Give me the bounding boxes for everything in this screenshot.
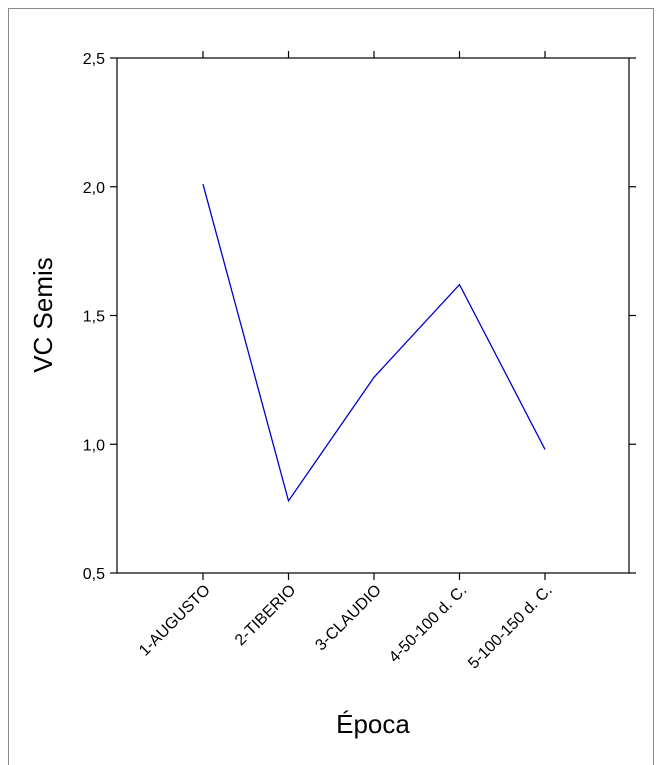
x-tick-label: 3-CLAUDIO (312, 582, 384, 654)
plot-area (116, 57, 630, 574)
y-axis: 0,5 1,0 1,5 2,0 2,5 (83, 51, 636, 583)
series-group (202, 184, 546, 503)
x-tick-label: 1-AUGUSTO (136, 582, 214, 660)
y-tick-label: 0,5 (83, 566, 105, 583)
x-tick-label: 2-TIBERIO (232, 582, 299, 649)
x-axis-title: Época (336, 709, 410, 739)
y-tick-label: 1,0 (83, 437, 105, 454)
y-tick-label: 1,5 (83, 309, 105, 326)
x-tick-label: 5-100-150 d. C. (465, 582, 556, 673)
x-tick-label: 4-50-100 d. C. (386, 582, 470, 666)
y-tick-label: 2,5 (83, 51, 105, 68)
y-axis-title: VC Semis (28, 257, 58, 373)
series-line (202, 184, 546, 503)
y-tick-label: 2,0 (83, 180, 105, 197)
